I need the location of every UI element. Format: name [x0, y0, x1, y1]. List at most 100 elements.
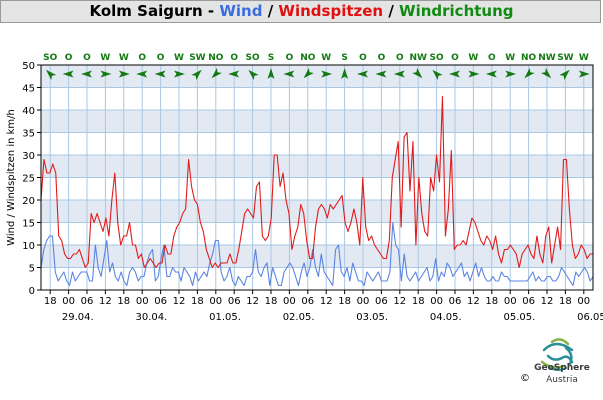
arrow-head	[321, 70, 333, 78]
direction-arrow-icon	[540, 67, 552, 79]
x-tick-label: 00	[430, 296, 443, 307]
direction-arrow-icon	[524, 67, 535, 79]
x-tick-label: 12	[393, 296, 406, 307]
series-lines	[40, 95, 594, 287]
direction-arrow-icon	[283, 70, 295, 78]
direction-label: O	[230, 53, 238, 63]
direction-label: O	[157, 53, 165, 63]
direction-label: SO	[246, 53, 260, 63]
direction-arrow-icon	[118, 70, 130, 78]
x-tick-label: 00	[577, 296, 590, 307]
date-label: 06.05.	[577, 312, 603, 323]
direction-label: W	[579, 53, 589, 63]
arrow-head	[393, 70, 405, 78]
direction-arrow-icon	[341, 68, 349, 79]
direction-arrow-icon	[62, 70, 74, 78]
direction-arrow-icon	[136, 70, 148, 78]
direction-arrow-icon	[228, 70, 240, 78]
x-tick-label: 06	[522, 296, 535, 307]
direction-arrow-icon	[191, 69, 202, 81]
x-tick-label: 00	[62, 296, 75, 307]
arrow-head	[505, 70, 517, 78]
arrow-head	[211, 67, 222, 79]
x-tick-label: 18	[412, 296, 425, 307]
direction-arrow-icon	[449, 70, 460, 78]
y-axis-ticks: 0 5 10 15 20 25 30 35 40 45 50	[22, 61, 41, 297]
direction-label: O	[396, 53, 404, 63]
x-tick-label: 18	[191, 296, 204, 307]
arrow-head	[559, 69, 570, 81]
direction-label: W	[119, 53, 129, 63]
x-tick-label: 12	[541, 296, 554, 307]
date-label: 29.04.	[62, 312, 94, 323]
arrow-head	[412, 67, 423, 79]
x-tick-label: 12	[246, 296, 259, 307]
arrow-head	[432, 69, 443, 81]
title-gusts: Windspitzen	[278, 2, 384, 20]
arrow-head	[136, 70, 148, 78]
title-separator-2: /	[383, 2, 400, 20]
x-tick-label: 06	[81, 296, 94, 307]
direction-arrow-icon	[248, 69, 259, 81]
y-tick-label: 10	[22, 241, 35, 252]
x-tick-label: 18	[485, 296, 498, 307]
direction-arrow-icon	[412, 67, 423, 79]
direction-label: SW	[189, 53, 205, 63]
y-tick-label: 35	[22, 129, 35, 140]
direction-label: O	[138, 53, 146, 63]
arrow-head	[100, 70, 112, 78]
arrow-head	[283, 70, 295, 78]
arrow-head	[154, 70, 166, 78]
arrow-head	[468, 70, 480, 78]
y-tick-label: 50	[22, 61, 35, 72]
direction-arrow-icon	[432, 69, 443, 81]
x-tick-label: 18	[265, 296, 278, 307]
arrow-head	[485, 70, 497, 78]
direction-arrow-icon	[154, 70, 166, 78]
arrow-head	[45, 69, 57, 81]
geosphere-logo-icon	[540, 338, 574, 371]
title-bar: Kolm Saigurn - Wind / Windspitzen / Wind…	[0, 0, 601, 23]
arrow-head	[191, 69, 202, 81]
y-tick-label: 5	[29, 264, 35, 275]
logo-name: GeoSphere	[534, 363, 590, 373]
direction-label: NW	[538, 53, 556, 63]
arrow-head	[341, 68, 349, 79]
arrow-head	[62, 70, 74, 78]
arrow-head	[81, 70, 92, 78]
x-tick-label: 00	[136, 296, 149, 307]
x-tick-label: 18	[117, 296, 130, 307]
direction-label: SW	[557, 53, 573, 63]
direction-label: O	[286, 53, 294, 63]
arrow-head	[248, 69, 259, 81]
direction-arrow-icon	[559, 69, 570, 81]
x-tick-label: 06	[154, 296, 167, 307]
y-tick-label: 45	[22, 84, 35, 95]
direction-arrow-icon	[393, 70, 405, 78]
x-tick-label: 12	[467, 296, 480, 307]
arrow-head	[524, 67, 535, 79]
direction-label: W	[174, 53, 184, 63]
x-tick-label: 12	[173, 296, 186, 307]
direction-label: S	[341, 53, 347, 63]
direction-arrow-icon	[375, 70, 387, 78]
copyright-symbol: ©	[520, 373, 530, 384]
direction-arrow-icon	[321, 70, 333, 78]
direction-arrow-icon	[578, 70, 590, 78]
x-tick-label: 00	[283, 296, 296, 307]
logo-country: Austria	[546, 375, 578, 385]
arrow-head	[228, 70, 240, 78]
arrow-head	[174, 70, 185, 78]
direction-label: W	[321, 53, 331, 63]
direction-label: W	[505, 53, 515, 63]
x-tick-label: 18	[559, 296, 572, 307]
date-label: 30.04.	[135, 312, 167, 323]
direction-label: NO	[521, 53, 537, 63]
direction-label: SO	[43, 53, 57, 63]
x-tick-label: 00	[209, 296, 222, 307]
gust-series-line	[40, 95, 593, 269]
arrow-head	[375, 70, 387, 78]
direction-arrow-icon	[468, 70, 480, 78]
x-tick-label: 06	[301, 296, 314, 307]
x-tick-label: 12	[320, 296, 333, 307]
